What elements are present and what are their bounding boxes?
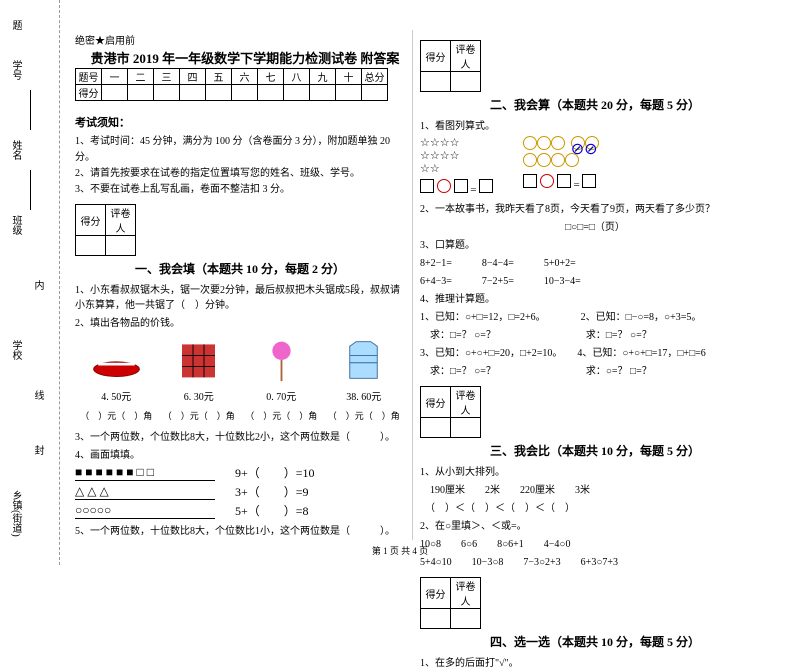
fill: （ ）元（ ）角 — [163, 409, 235, 422]
col-head: 一 — [102, 69, 128, 85]
q: 3、一个两位数，个位数比8大，十位数比2小，这个两位数是（ ）。 — [75, 428, 405, 443]
s1-title: 一、我会填（本题共 10 分，每题 2 分） — [75, 260, 405, 277]
fill: （ ）元（ ）角 — [328, 409, 400, 422]
calc: 6+4−3= 7−2+5= 10−3−4= — [420, 272, 770, 287]
notice: 1、考试时间：45 分钟，满分为 100 分（含卷面分 3 分），附加题单独 2… — [75, 134, 405, 166]
infer: 求：□=？ ○=？ 求：□=？ ○=？ — [420, 326, 770, 341]
eq: 5+（ ）=8 — [235, 502, 309, 519]
notice-head: 考试须知： — [75, 114, 405, 130]
binding-top: 题 — [8, 20, 23, 30]
bline — [30, 170, 31, 210]
binding-l1: 姓名 — [8, 140, 23, 160]
circle-figure: ⊘⊘ = — [523, 136, 599, 196]
q: 4、画面填填。 — [75, 446, 405, 461]
col-head: 题号 — [76, 69, 102, 85]
col-head: 五 — [206, 69, 232, 85]
binding-l3: 内 — [30, 280, 45, 290]
binding-l0: 学号 — [8, 60, 23, 80]
mini-score-table: 得分评卷人 — [75, 204, 136, 256]
infer: 求：□=？ ○=？ 求：○=？ □=？ — [420, 362, 770, 377]
s2-title: 二、我会算（本题共 20 分，每题 5 分） — [420, 96, 770, 113]
col-head: 四 — [180, 69, 206, 85]
notice: 3、不要在试卷上乱写乱画，卷面不整洁扣 3 分。 — [75, 182, 405, 198]
binding-l4: 学校 — [8, 340, 23, 360]
s3-title: 三、我会比（本题共 10 分，每题 5 分） — [420, 442, 770, 459]
secret-label: 绝密★启用前 — [75, 32, 135, 47]
col-head: 三 — [154, 69, 180, 85]
item: 6. 30元 — [171, 335, 226, 403]
page-footer: 第 1 页 共 4 页 — [0, 544, 800, 557]
row-head: 得分 — [76, 85, 102, 101]
sweater-icon — [336, 335, 391, 385]
page-title: 贵港市 2019 年一年级数学下学期能力检测试卷 附答案 — [70, 48, 420, 67]
infer: 3、已知：○+○+□=20，□+2=10。 4、已知：○+○+□=17，□+□=… — [420, 344, 770, 359]
eq: 3+（ ）=9 — [235, 483, 309, 500]
mini-score-table: 得分评卷人 — [420, 577, 481, 629]
item: 38. 60元 — [336, 335, 391, 403]
pen-icon — [89, 335, 144, 385]
col-head: 六 — [232, 69, 258, 85]
fill: （ ）元（ ）角 — [245, 409, 317, 422]
cube-icon — [171, 335, 226, 385]
binding-l7: 乡镇(街道) — [8, 490, 23, 537]
item: 0. 70元 — [254, 335, 309, 403]
q: 4、推理计算题。 — [420, 290, 770, 305]
triangles-row: △ △ △ — [75, 484, 215, 500]
score-table: 题号 一 二 三 四 五 六 七 八 九 十 总分 得分 — [75, 68, 388, 101]
fill: （ ）元（ ）角 — [80, 409, 152, 422]
col-head: 七 — [258, 69, 284, 85]
q: 5、一个两位数，十位数比8大，个位数比1小，这个两位数是（ ）。 — [75, 522, 405, 537]
calc: 8+2−1= 8−4−4= 5+0+2= — [420, 254, 770, 269]
notice: 2、请首先按要求在试卷的指定位置填写您的姓名、班级、学号。 — [75, 166, 405, 182]
col-head: 总分 — [362, 69, 388, 85]
q: 2、一本故事书，我昨天看了8页，今天看了9页，两天看了多少页？ — [420, 200, 770, 215]
binding-l6: 封 — [30, 445, 45, 455]
lollipop-icon — [254, 335, 309, 385]
infer: 1、已知：○+□=12，□=2+6。 2、已知：□−○=8，○+3=5。 — [420, 308, 770, 323]
q: 1、在多的后面打"√"。 — [420, 654, 770, 669]
col-head: 八 — [284, 69, 310, 85]
mini-score-table: 得分评卷人 — [420, 40, 481, 92]
mini-score-table: 得分评卷人 — [420, 386, 481, 438]
bline — [30, 90, 31, 130]
s4-title: 四、选一选（本题共 10 分，每题 5 分） — [420, 633, 770, 650]
squares-row: ■ ■ ■ ■ ■ ■ □ □ — [75, 465, 215, 481]
column-divider — [412, 30, 413, 540]
col-head: 九 — [310, 69, 336, 85]
q: 3、口算题。 — [420, 236, 770, 251]
col-head: 二 — [128, 69, 154, 85]
circles-row: ○○○○○ — [75, 503, 215, 519]
q: 1、从小到大排列。 — [420, 463, 770, 478]
col-head: 十 — [336, 69, 362, 85]
eq: 9+（ ）=10 — [235, 464, 315, 481]
q: 2、在○里填＞、＜或=。 — [420, 517, 770, 532]
eq: □○□=□（页） — [420, 218, 770, 233]
q: 2、填出各物品的价钱。 — [75, 314, 405, 329]
q: 1、看图列算式。 — [420, 117, 770, 132]
star-figure: ☆☆☆☆☆☆☆☆☆☆ = — [420, 136, 493, 196]
line: 190厘米 2米 220厘米 3米 — [420, 481, 770, 496]
line: （ ）＜（ ）＜（ ）＜（ ） — [420, 499, 770, 514]
item: 4. 50元 — [89, 335, 144, 403]
binding-l5: 线 — [30, 390, 45, 400]
q: 1、小东看叔叔锯木头，锯一次要2分钟，最后叔叔把木头锯成5段，叔叔请小东算算，他… — [75, 281, 405, 311]
binding-l2: 班级 — [8, 215, 23, 235]
